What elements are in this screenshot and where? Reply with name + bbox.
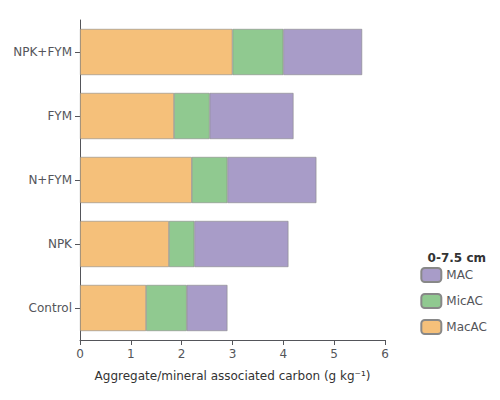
svg-text:NPK+FYM: NPK+FYM (13, 45, 72, 59)
svg-text:1: 1 (127, 347, 135, 361)
svg-text:MicAC: MicAC (446, 294, 483, 308)
svg-text:5: 5 (330, 347, 338, 361)
svg-text:MAC: MAC (446, 268, 473, 282)
svg-text:2: 2 (178, 347, 186, 361)
svg-text:3: 3 (229, 347, 237, 361)
svg-text:Control: Control (29, 301, 72, 315)
svg-text:6: 6 (381, 347, 389, 361)
svg-text:FYM: FYM (47, 109, 72, 123)
svg-text:MacAC: MacAC (446, 320, 487, 334)
svg-text:4: 4 (280, 347, 288, 361)
svg-text:NPK: NPK (48, 237, 73, 251)
svg-text:0: 0 (76, 347, 84, 361)
svg-text:Aggregate/mineral associated c: Aggregate/mineral associated carbon (g k… (95, 369, 371, 383)
svg-text:0-7.5 cm: 0-7.5 cm (428, 251, 486, 265)
svg-text:N+FYM: N+FYM (28, 173, 72, 187)
